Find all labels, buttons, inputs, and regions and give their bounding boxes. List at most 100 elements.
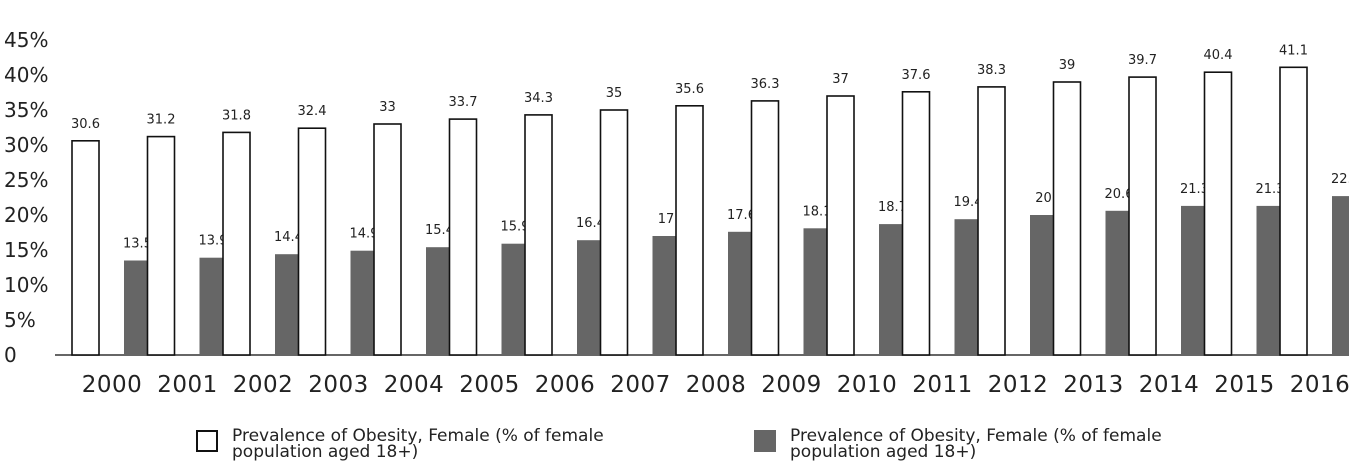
bar-series-gray [124, 260, 151, 355]
legend-swatch-gray [754, 430, 776, 452]
x-tick-label: 2003 [308, 372, 369, 398]
x-tick-label: 2002 [233, 372, 294, 398]
bar-series-white [71, 140, 100, 356]
x-tick-label: 2009 [761, 372, 822, 398]
data-label: 14.9 [350, 227, 379, 242]
data-label: 35 [606, 86, 623, 101]
data-label: 14.4 [274, 230, 303, 245]
data-label: 18.7 [878, 200, 907, 215]
data-label: 36.3 [751, 77, 780, 92]
bar-series-white [448, 118, 478, 356]
data-label: 31.2 [147, 113, 176, 128]
bar-series-gray [501, 243, 529, 355]
data-label: 18.1 [803, 204, 832, 219]
x-tick-label: 2006 [535, 372, 596, 398]
x-tick-label: 2000 [82, 372, 143, 398]
x-tick-label: 2013 [1063, 372, 1124, 398]
data-label: 38.3 [977, 63, 1006, 78]
y-tick-label: 45% [4, 28, 48, 52]
data-label: 39 [1059, 58, 1076, 73]
x-tick-label: 2016 [1290, 372, 1349, 398]
data-label: 33.7 [449, 95, 478, 110]
bar-series-gray [954, 219, 982, 355]
data-label: 13.5 [123, 237, 152, 252]
bar-series-gray [879, 224, 906, 355]
data-label: 34.3 [524, 91, 553, 106]
bar-series-gray [803, 228, 831, 355]
bar-series-gray [1105, 210, 1133, 355]
data-label: 17 [658, 212, 675, 227]
data-label: 21.3 [1256, 182, 1285, 197]
x-tick-label: 2010 [837, 372, 898, 398]
data-label: 22.7 [1331, 172, 1349, 187]
x-tick-label: 2005 [459, 372, 520, 398]
data-label: 21.3 [1180, 182, 1209, 197]
bar-series-white [222, 131, 251, 356]
y-tick-label: 15% [4, 238, 48, 262]
bar-series-white [599, 109, 629, 356]
data-label: 13.9 [199, 234, 228, 249]
x-tick-label: 2014 [1139, 372, 1200, 398]
data-label: 31.8 [222, 108, 251, 123]
obesity-bar-chart: 0 5% 10% 15% 20% 25% 30% 35% 40% 45% 30.6 13.5 2000 3… [4, 28, 1349, 398]
x-tick-label: 2015 [1214, 372, 1275, 398]
data-label: 30.6 [71, 117, 100, 132]
x-tick-label: 2008 [686, 372, 747, 398]
bar-series-gray [275, 254, 302, 355]
bar-series-white [826, 95, 855, 356]
x-tick-label: 2011 [912, 372, 973, 398]
legend-swatch-white [196, 430, 218, 452]
bar-series-gray [199, 257, 227, 355]
bar-series-white [750, 100, 780, 356]
bar-series-white [373, 123, 402, 356]
data-label: 32.4 [298, 104, 327, 119]
bar-series-gray [350, 250, 378, 355]
y-tick-label: 10% [4, 273, 48, 297]
bar-series-white [675, 105, 704, 356]
data-label: 19.4 [954, 195, 983, 210]
data-label: 16.4 [576, 216, 605, 231]
bar-series-white [1279, 66, 1308, 356]
bar-series-gray [728, 231, 755, 355]
bar-series-white [524, 114, 553, 356]
data-label: 15.9 [501, 220, 530, 235]
data-label: 20.6 [1105, 187, 1134, 202]
bar-series-gray [426, 247, 453, 355]
bar-series-gray [1181, 205, 1208, 355]
x-tick-label: 2012 [988, 372, 1049, 398]
y-tick-label: 5% [4, 308, 36, 332]
bar-series-gray [577, 240, 604, 355]
data-label: 39.7 [1128, 53, 1157, 68]
legend-label: Prevalence of Obesity, Female (% of fema… [232, 426, 604, 462]
data-label: 37.6 [902, 68, 931, 83]
x-tick-label: 2007 [610, 372, 671, 398]
y-tick-label: 30% [4, 133, 48, 157]
data-label: 17.6 [727, 208, 756, 223]
y-tick-label: 40% [4, 63, 48, 87]
data-label: 33 [379, 100, 396, 115]
bar-series-gray [1332, 196, 1349, 355]
bar-series-gray [1256, 205, 1284, 355]
bar-series-gray [652, 236, 680, 355]
x-tick-label: 2004 [384, 372, 445, 398]
legend-label: Prevalence of Obesity, Female (% of fema… [790, 426, 1162, 462]
bar-series-white [297, 127, 327, 356]
bar-series-white [146, 135, 176, 356]
y-tick-label: 0 [4, 343, 17, 367]
data-label: 41.1 [1279, 43, 1308, 58]
bar-series-white [977, 86, 1006, 356]
data-label: 35.6 [675, 82, 704, 97]
y-tick-label: 25% [4, 168, 48, 192]
bar-series-white [1128, 76, 1157, 356]
x-tick-label: 2001 [157, 372, 218, 398]
data-label: 20 [1035, 191, 1052, 206]
bar-series-white [1203, 71, 1233, 356]
data-label: 40.4 [1204, 48, 1233, 63]
data-label: 37 [832, 72, 849, 87]
bar-series-gray [1030, 215, 1057, 355]
bar-series-white [1052, 81, 1082, 356]
data-label: 15.4 [425, 223, 454, 238]
y-tick-label: 35% [4, 98, 48, 122]
y-tick-label: 20% [4, 203, 48, 227]
bar-series-white [901, 91, 931, 356]
